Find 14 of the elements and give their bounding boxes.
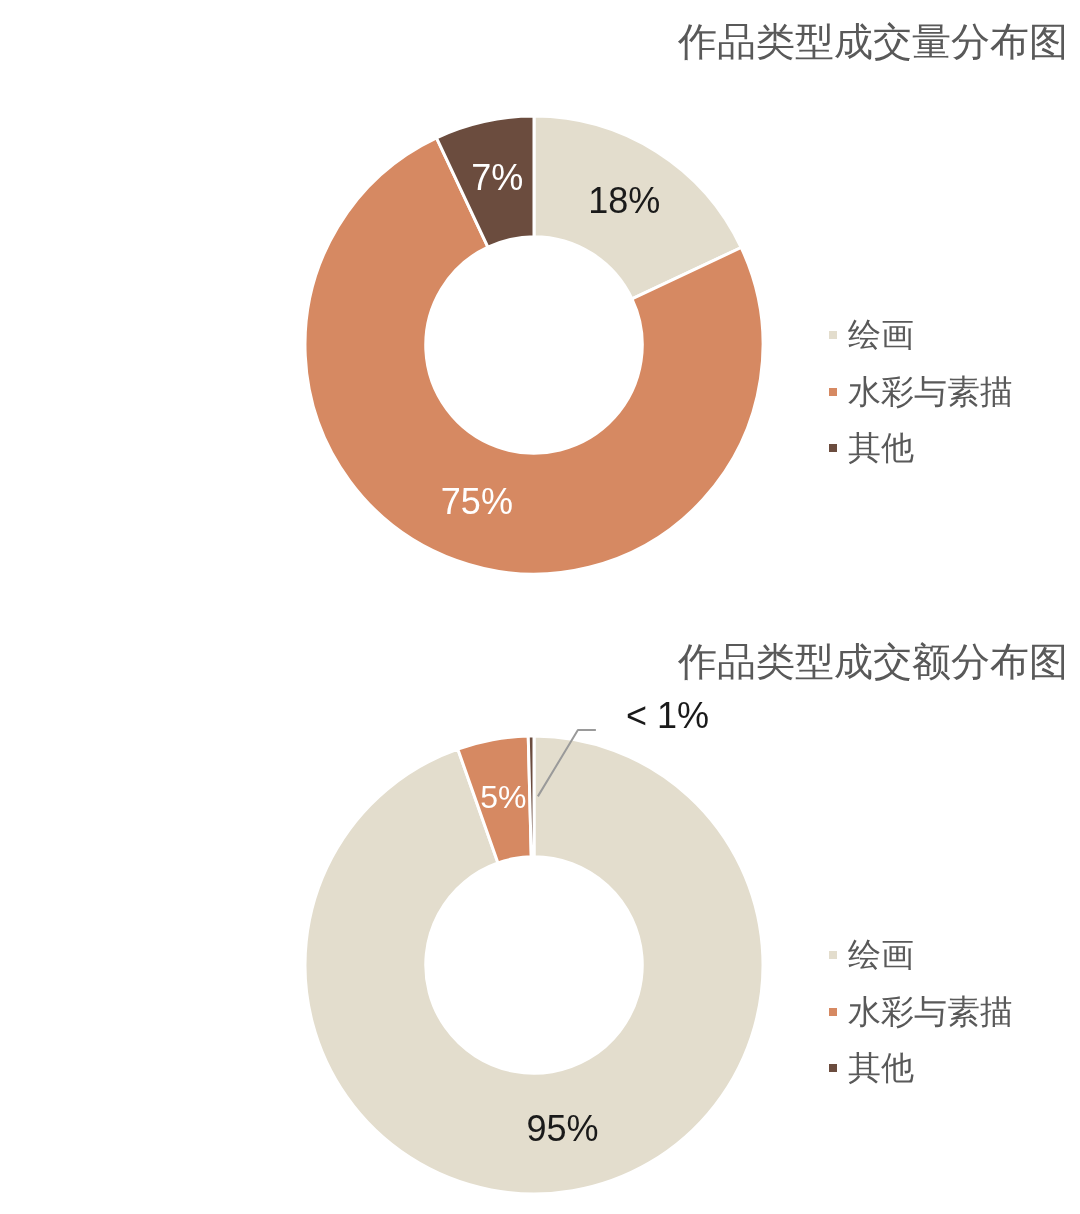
- chart-title: 作品类型成交额分布图: [678, 639, 1068, 685]
- legend-label: 水彩与素描: [848, 371, 1013, 412]
- chart-title: 作品类型成交量分布图: [678, 19, 1068, 65]
- legend-label: 绘画: [848, 935, 914, 976]
- data-label: 7%: [471, 157, 524, 199]
- legend-label: 其他: [848, 1048, 914, 1089]
- data-label: 5%: [480, 778, 527, 815]
- legend-label: 水彩与素描: [848, 991, 1013, 1032]
- data-label: 18%: [588, 179, 661, 221]
- data-label: 95%: [526, 1108, 599, 1150]
- data-label: 75%: [440, 480, 513, 522]
- data-label: < 1%: [625, 694, 709, 736]
- legend-label: 其他: [848, 428, 914, 469]
- legend-label: 绘画: [848, 315, 914, 356]
